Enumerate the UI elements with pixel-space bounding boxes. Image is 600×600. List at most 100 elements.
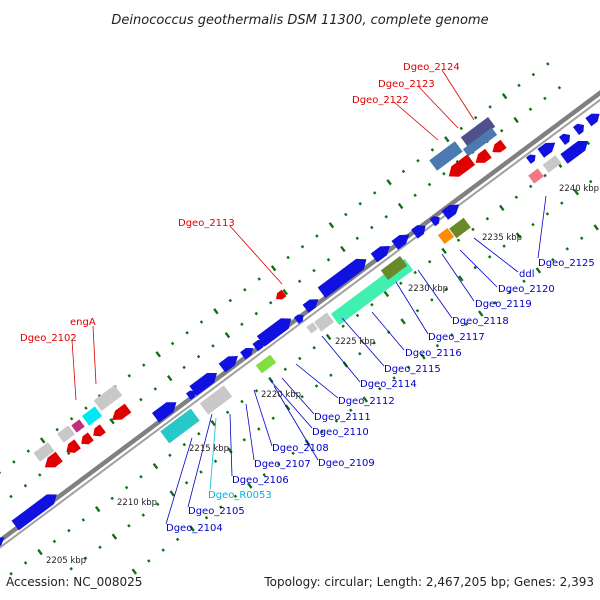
tick-mark	[276, 462, 281, 466]
tick-mark	[517, 83, 521, 88]
tick-mark	[153, 387, 158, 391]
tick-mark	[141, 513, 146, 517]
forward-gene-arrow	[585, 113, 600, 127]
gray-gene-box	[542, 155, 562, 173]
steel-gene-box	[429, 141, 463, 171]
label-dgeo-2125: Dgeo_2125	[538, 258, 595, 269]
tick-mark	[12, 460, 16, 464]
tick-mark	[372, 191, 377, 195]
forward-gene-arrow	[560, 141, 589, 164]
tick-mark	[196, 354, 201, 359]
tick-mark	[199, 470, 203, 474]
tick-mark	[531, 222, 535, 227]
tick-mark	[161, 548, 165, 552]
olive-gene-box	[380, 256, 408, 280]
tick-mark	[155, 351, 161, 358]
topology-summary: Topology: circular; Length: 2,467,205 bp…	[263, 575, 594, 589]
orange-gene-box	[437, 228, 455, 244]
tick-mark	[522, 279, 526, 283]
label-dgeo-2119: Dgeo_2119	[475, 299, 532, 310]
tick-mark	[67, 528, 71, 533]
forward-gene-arrow	[0, 537, 5, 551]
tick-mark	[340, 245, 346, 253]
forward-gene-arrow	[441, 204, 460, 220]
tick-mark	[210, 419, 216, 427]
forward-gene-arrow	[411, 225, 426, 239]
reverse-gene-arrow	[492, 139, 507, 153]
tick-mark	[399, 281, 403, 285]
tick-mark	[430, 298, 434, 302]
tick-mark	[81, 518, 86, 522]
label-dgeo-2106: Dgeo_2106	[232, 475, 289, 486]
tick-mark	[139, 397, 143, 402]
tick-mark	[240, 322, 244, 327]
tick-mark	[358, 201, 362, 206]
tick-mark	[315, 234, 319, 238]
tick-mark	[286, 255, 290, 260]
tick-mark	[415, 308, 420, 313]
tick-mark	[502, 244, 506, 248]
tick-mark	[23, 561, 28, 565]
tick-mark	[242, 438, 247, 442]
gray-gene-box	[33, 442, 55, 462]
tick-mark	[83, 556, 88, 560]
reverse-gene-arrow	[66, 439, 81, 453]
tick-label-2230: 2230 kbp	[408, 284, 448, 294]
tick-mark	[535, 267, 542, 274]
tick-label-2235: 2235 kbp	[482, 233, 522, 243]
tick-mark	[413, 270, 417, 275]
label-dgeo-2124: Dgeo_2124	[403, 62, 460, 73]
tick-mark	[588, 179, 593, 184]
tick-mark	[124, 485, 129, 490]
gray-gene-box	[57, 425, 75, 443]
tick-mark	[515, 232, 522, 239]
label-dgeo-2112: Dgeo_2112	[338, 396, 395, 407]
tick-mark	[55, 427, 59, 432]
label-dgeo-2102: Dgeo_2102	[20, 333, 77, 344]
forward-gene-arrow	[370, 246, 391, 263]
tick-mark	[442, 171, 446, 176]
tick-mark	[328, 222, 335, 229]
tick-mark	[182, 365, 186, 370]
tick-mark	[444, 287, 449, 291]
olive-gene-box	[449, 217, 471, 239]
gene-labels: Dgeo_2124 Dgeo_2123 Dgeo_2122 Dgeo_2113 …	[20, 62, 595, 534]
tick-mark	[147, 559, 151, 563]
tick-mark	[52, 539, 57, 544]
tick-mark	[139, 475, 143, 479]
label-dgeo-2110: Dgeo_2110	[312, 427, 369, 438]
tick-mark	[282, 288, 288, 296]
label-dgeo-2120: Dgeo_2120	[498, 284, 555, 295]
label-dgeo-2108: Dgeo_2108	[272, 443, 329, 454]
tick-mark	[111, 533, 118, 540]
tick-mark	[243, 288, 247, 292]
gray-gene-box	[199, 385, 233, 415]
tick-mark	[400, 318, 406, 325]
tick-mark	[362, 396, 369, 403]
tick-mark	[325, 333, 332, 341]
tick-mark	[270, 265, 277, 272]
tick-mark	[109, 418, 115, 425]
tick-mark	[228, 298, 233, 303]
forward-gene-arrow	[429, 216, 440, 227]
tick-mark	[464, 322, 469, 326]
tick-mark	[320, 430, 324, 434]
tick-mark	[334, 419, 339, 423]
label-dgeo-r0053: Dgeo_R0053	[208, 490, 272, 501]
tick-mark	[312, 268, 316, 273]
tick-mark	[386, 179, 392, 186]
tick-mark	[430, 148, 435, 152]
tick-mark	[473, 265, 477, 270]
tick-mark	[565, 247, 570, 251]
tick-mark	[528, 107, 533, 111]
tick-mark	[38, 473, 42, 477]
tick-mark	[499, 128, 504, 133]
tick-mark	[456, 238, 461, 242]
label-dgeo-2115: Dgeo_2115	[384, 364, 441, 375]
label-dgeo-2114: Dgeo_2114	[360, 379, 417, 390]
tick-mark	[247, 482, 253, 489]
tick-mark	[507, 290, 512, 294]
steel-gene-box	[462, 127, 498, 157]
tick-mark	[458, 275, 464, 282]
forward-gene-arrow	[240, 348, 254, 360]
